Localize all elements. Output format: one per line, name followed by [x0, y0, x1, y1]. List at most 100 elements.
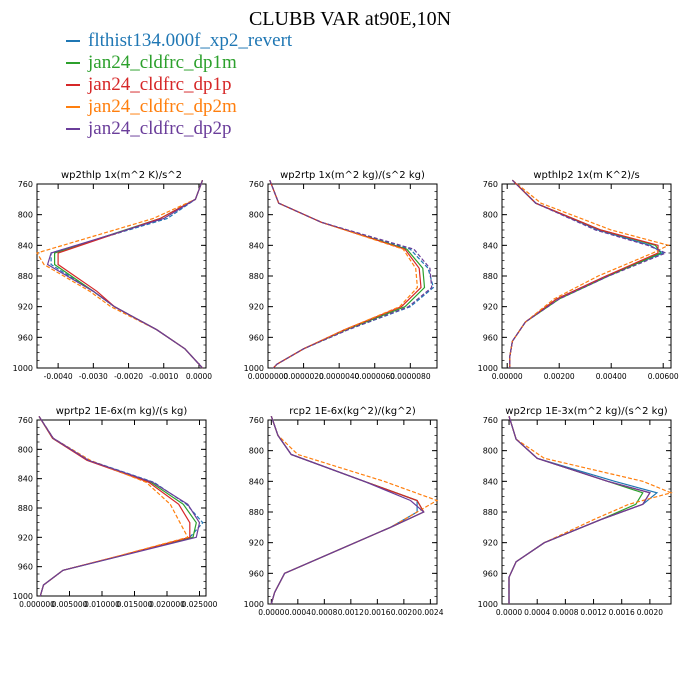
y-tick-label: 840 — [18, 241, 33, 250]
legend-label: jan24_cldfrc_dp1p — [88, 74, 232, 95]
x-tick-label: 0.015000 — [117, 600, 153, 609]
plot-frame — [501, 419, 672, 605]
y-tick-label: 1000 — [244, 364, 264, 373]
legend-swatch — [66, 40, 80, 42]
y-tick-label: 800 — [249, 447, 264, 456]
y-tick-label: 920 — [483, 303, 498, 312]
y-tick-label: 880 — [249, 508, 264, 517]
series-line — [270, 416, 425, 605]
y-tick-label: 800 — [483, 211, 498, 220]
legend: flthist134.000f_xp2_revert jan24_cldfrc_… — [66, 30, 292, 140]
x-tick-label: 0.005000 — [52, 600, 88, 609]
panel-title: rcp2 1E-6x(kg^2)/(kg^2) — [289, 406, 416, 417]
series-line — [270, 416, 439, 605]
series-line — [508, 416, 651, 604]
plot-frame — [36, 183, 207, 369]
chart-panel: rcp2 1E-6x(kg^2)/(kg^2) 760 800 840 880 920 96… — [244, 406, 444, 617]
x-tick-label: 0.0000 — [186, 372, 212, 381]
plot-frame — [267, 183, 438, 369]
y-tick-label: 760 — [18, 416, 33, 425]
y-tick-label: 1000 — [13, 364, 33, 373]
x-tick-label: 0.00200 — [544, 372, 575, 381]
x-tick-label: 0.0004 — [524, 608, 550, 617]
y-tick-label: 960 — [483, 569, 498, 578]
panel-title: wp2thlp 1x(m^2 K)/s^2 — [61, 170, 182, 181]
y-tick-label: 1000 — [478, 364, 498, 373]
series-line — [509, 179, 671, 368]
series-line — [508, 416, 644, 604]
y-tick-label: 960 — [18, 563, 33, 572]
legend-swatch — [66, 62, 80, 64]
x-tick-label: 0.0004 — [285, 608, 311, 617]
panel-title: wp2rcp 1E-3x(m^2 kg)/(s^2 kg) — [505, 406, 668, 417]
x-tick-label: 0.010000 — [84, 600, 120, 609]
y-tick-label: 880 — [483, 272, 498, 281]
legend-label: flthist134.000f_xp2_revert — [88, 30, 293, 51]
legend-item: jan24_cldfrc_dp2p — [66, 118, 292, 140]
y-tick-label: 880 — [18, 272, 33, 281]
y-tick-label: 960 — [249, 333, 264, 342]
y-tick-label: 760 — [18, 180, 33, 189]
y-tick-label: 840 — [483, 477, 498, 486]
y-tick-label: 960 — [18, 333, 33, 342]
x-tick-label: 0.0000 — [496, 608, 522, 617]
panel-title: wp2rtp 1x(m^2 kg)/(s^2 kg) — [280, 170, 425, 181]
y-tick-label: 800 — [249, 211, 264, 220]
y-tick-label: 800 — [18, 211, 33, 220]
y-tick-label: 920 — [249, 303, 264, 312]
series-line — [270, 416, 425, 605]
y-tick-label: 760 — [249, 416, 264, 425]
y-tick-label: 760 — [249, 180, 264, 189]
y-tick-label: 920 — [18, 303, 33, 312]
y-tick-label: 840 — [249, 241, 264, 250]
legend-item: flthist134.000f_xp2_revert — [66, 30, 292, 52]
panel-title: wprtp2 1E-6x(m kg)/(s kg) — [56, 406, 188, 417]
x-tick-label: 0.0000040 — [319, 372, 360, 381]
y-tick-label: 840 — [18, 475, 33, 484]
x-tick-label: 0.0000000 — [248, 372, 289, 381]
x-tick-label: -0.0010 — [149, 372, 178, 381]
panel-title: wpthlp2 1x(m K^2)/s — [533, 170, 639, 181]
chart-panel: wp2thlp 1x(m^2 K)/s^2 760 800 840 880 920 960 1… — [13, 170, 213, 381]
y-tick-label: 800 — [483, 447, 498, 456]
y-tick-label: 920 — [18, 533, 33, 542]
x-tick-label: 0.025000 — [182, 600, 218, 609]
series-line — [269, 179, 435, 369]
y-tick-label: 880 — [483, 508, 498, 517]
x-tick-label: 0.00000 — [492, 372, 523, 381]
y-tick-label: 760 — [483, 416, 498, 425]
x-tick-label: -0.0020 — [114, 372, 143, 381]
chart-panel: wprtp2 1E-6x(m kg)/(s kg) 760 800 840 880 920… — [13, 406, 218, 609]
y-tick-label: 920 — [249, 539, 264, 548]
x-tick-label: 0.0008 — [552, 608, 578, 617]
legend-swatch — [66, 128, 80, 130]
y-tick-label: 760 — [483, 180, 498, 189]
chart-panel: wpthlp2 1x(m K^2)/s 760 800 840 880 920 960 100… — [478, 170, 679, 381]
series-line — [509, 179, 668, 368]
series-line — [508, 416, 659, 604]
x-tick-label: 0.0016 — [609, 608, 635, 617]
legend-item: jan24_cldfrc_dp1m — [66, 52, 292, 74]
x-tick-label: 0.0000020 — [283, 372, 324, 381]
series-line — [508, 416, 651, 604]
y-tick-label: 960 — [483, 333, 498, 342]
plot-frame — [501, 183, 672, 369]
series-line — [269, 179, 419, 369]
x-tick-label: 0.0016 — [364, 608, 390, 617]
x-tick-label: 0.000000 — [19, 600, 55, 609]
series-line — [509, 179, 662, 368]
x-tick-label: 0.0020 — [391, 608, 417, 617]
y-tick-label: 1000 — [13, 592, 33, 601]
x-tick-label: 0.020000 — [149, 600, 185, 609]
page-title: CLUBB VAR at90E,10N — [248, 8, 452, 30]
y-tick-label: 840 — [483, 241, 498, 250]
series-line — [509, 179, 665, 368]
legend-item: jan24_cldfrc_dp1p — [66, 74, 292, 96]
x-tick-label: 0.00600 — [648, 372, 679, 381]
series-line — [46, 179, 204, 369]
x-tick-label: -0.0040 — [44, 372, 73, 381]
legend-swatch — [66, 84, 80, 86]
x-tick-label: 0.0000080 — [390, 372, 431, 381]
chart-panel: wp2rtp 1x(m^2 kg)/(s^2 kg) 760 800 840 880 92… — [244, 170, 438, 381]
